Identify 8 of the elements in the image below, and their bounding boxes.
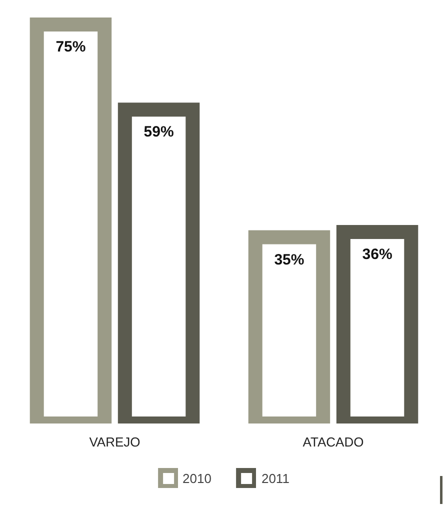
x-tick-label: ATACADO [302, 434, 364, 450]
data-label: 75% [56, 38, 86, 56]
data-label: 35% [274, 251, 304, 268]
data-label: 59% [144, 124, 174, 141]
legend-label: 2011 [261, 470, 290, 486]
x-tick-label: VAREJO [89, 434, 140, 450]
data-label: 36% [362, 246, 392, 263]
legend-label: 2010 [182, 470, 212, 486]
